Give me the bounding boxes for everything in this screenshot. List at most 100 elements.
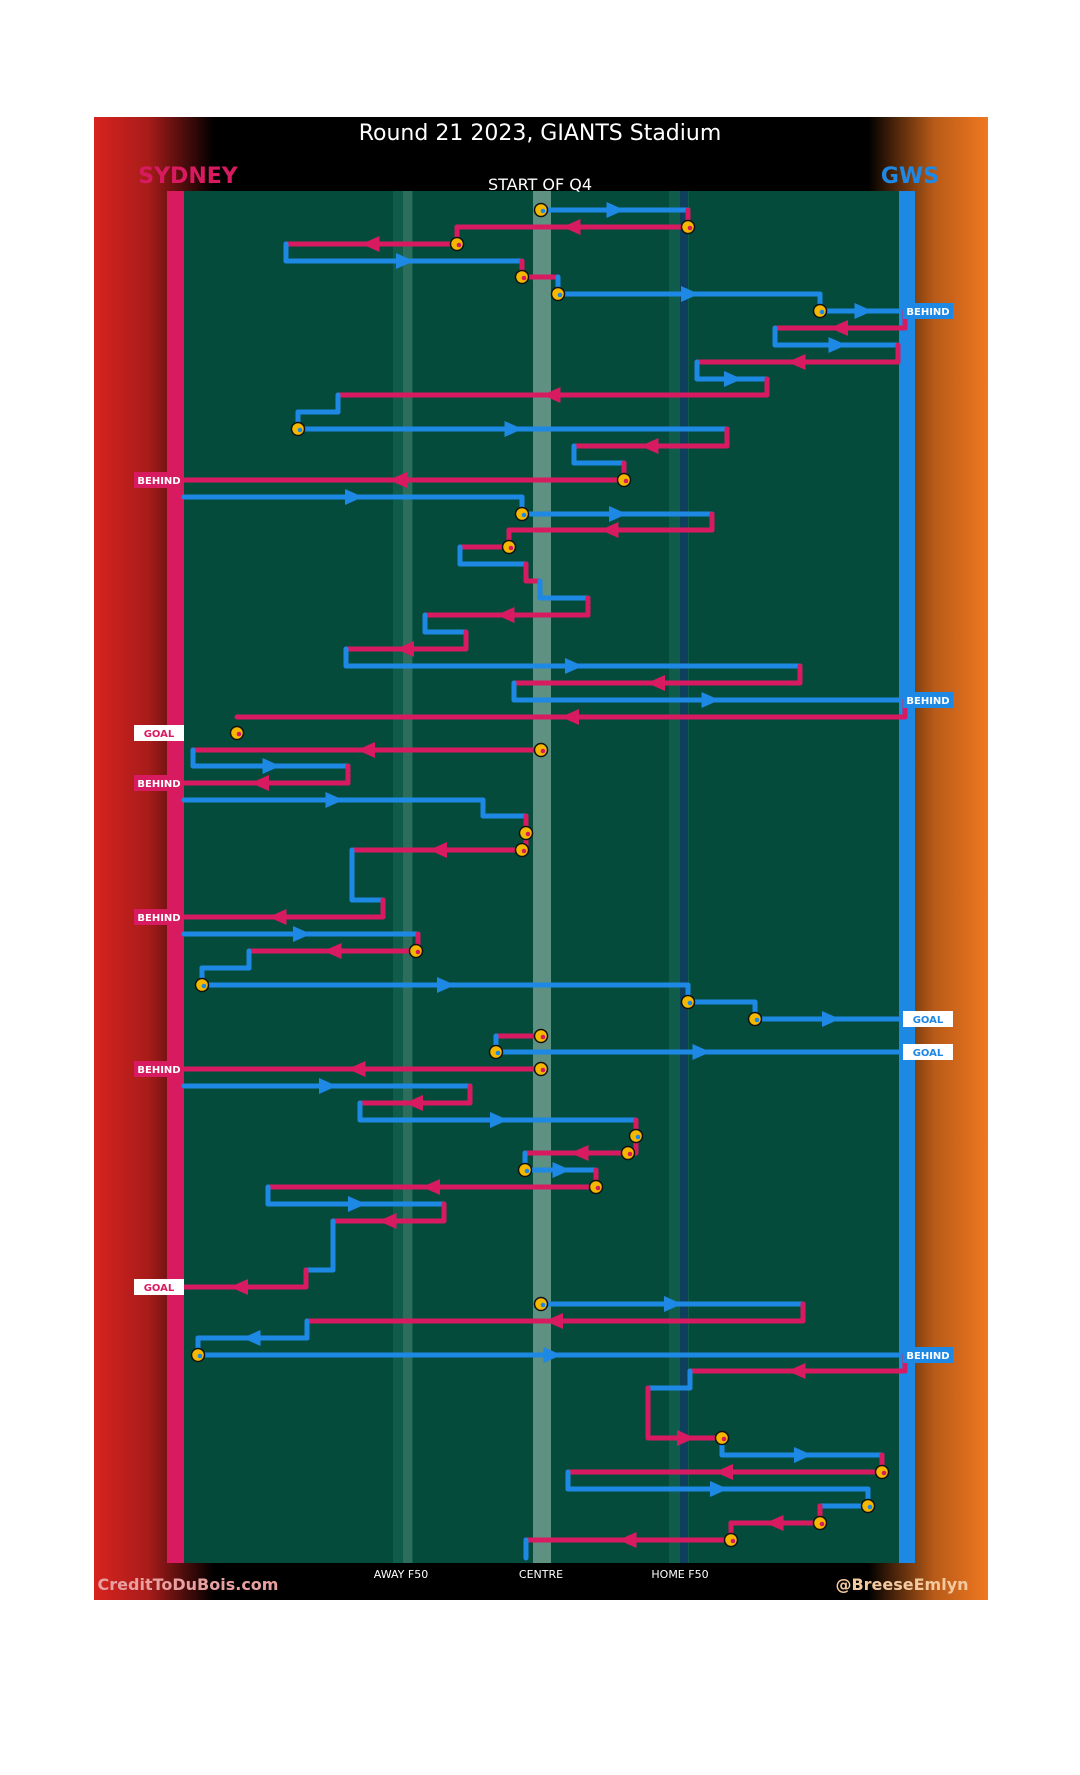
outcome-tag-goal: GOAL bbox=[903, 1044, 953, 1060]
gws-direction-arrow bbox=[262, 758, 281, 774]
sydney-direction-arrow bbox=[647, 675, 665, 691]
turnover-marker-core bbox=[540, 1302, 546, 1308]
outcome-tag-box bbox=[134, 1061, 184, 1077]
outcome-tag-box bbox=[134, 775, 184, 791]
sydney-direction-arrow bbox=[230, 1279, 248, 1295]
turnover-marker-core bbox=[236, 731, 242, 737]
sydney-direction-arrow bbox=[323, 943, 342, 959]
gws-direction-arrow bbox=[794, 1447, 812, 1463]
sydney-direction-arrow bbox=[496, 607, 515, 623]
outcome-tag-box bbox=[134, 472, 184, 488]
outcome-tag-goal: GOAL bbox=[134, 1279, 184, 1295]
turnover-marker-core bbox=[687, 1000, 693, 1006]
sydney-direction-arrow bbox=[268, 909, 287, 925]
gws-direction-arrow bbox=[854, 303, 873, 319]
outcome-tag-behind: BEHIND bbox=[134, 1061, 184, 1077]
outcome-tag-behind: BEHIND bbox=[134, 472, 184, 488]
outcome-tag-behind: BEHIND bbox=[134, 909, 184, 925]
outcome-tag-box bbox=[903, 692, 953, 708]
gws-direction-arrow bbox=[543, 1347, 562, 1363]
gws-direction-arrow bbox=[396, 253, 414, 269]
outcome-tag-label: BEHIND bbox=[906, 307, 949, 318]
sydney-direction-arrow bbox=[396, 641, 414, 657]
sydney-direction-arrow bbox=[787, 1363, 806, 1379]
sydney-direction-arrow bbox=[618, 1532, 637, 1548]
credit-left: CreditToDuBois.com bbox=[98, 1575, 279, 1594]
sydney-direction-arrow bbox=[677, 1430, 695, 1446]
outcome-tag-box bbox=[903, 1044, 953, 1060]
outcome-tag-box bbox=[134, 725, 184, 741]
sydney-team-name: SYDNEY bbox=[138, 164, 238, 189]
sydney-direction-arrow bbox=[389, 472, 407, 488]
turnover-marker-core bbox=[635, 1134, 641, 1140]
gws-direction-arrow bbox=[348, 1196, 366, 1212]
gws-direction-arrow bbox=[504, 421, 523, 437]
turnover-marker-core bbox=[415, 949, 421, 955]
sydney-direction-arrow bbox=[562, 219, 581, 235]
outcome-tag-behind: BEHIND bbox=[903, 303, 953, 319]
credit-right: @BreeseEmlyn bbox=[835, 1575, 968, 1594]
turnover-marker-core bbox=[721, 1436, 727, 1442]
gws-direction-arrow bbox=[664, 1296, 682, 1312]
turnover-marker-core bbox=[201, 983, 207, 989]
gws-direction-arrow bbox=[692, 1044, 711, 1060]
outcome-tag-label: GOAL bbox=[144, 729, 175, 740]
gws-direction-arrow bbox=[552, 1162, 571, 1178]
sydney-direction-arrow bbox=[570, 1145, 589, 1161]
turnover-marker-core bbox=[881, 1470, 887, 1476]
outcome-tag-behind: BEHIND bbox=[134, 775, 184, 791]
sydney-direction-arrow bbox=[542, 387, 561, 403]
outcome-tag-box bbox=[903, 1347, 953, 1363]
gws-direction-arrow bbox=[437, 977, 455, 993]
sydney-direction-arrow bbox=[545, 1313, 563, 1329]
sydney-direction-arrow bbox=[600, 522, 619, 538]
turnover-marker-core bbox=[456, 242, 462, 248]
home-f50-line bbox=[680, 191, 688, 1563]
turnover-marker-core bbox=[508, 545, 514, 551]
turnover-marker-core bbox=[521, 848, 527, 854]
turnover-marker-core bbox=[495, 1050, 501, 1056]
turnover-marker-core bbox=[297, 427, 303, 433]
turnover-marker-core bbox=[540, 208, 546, 214]
gws-direction-arrow bbox=[609, 506, 627, 522]
turnover-marker-core bbox=[730, 1538, 736, 1544]
gws-direction-arrow bbox=[325, 792, 344, 808]
gws-direction-arrow bbox=[828, 337, 847, 353]
outcome-tag-goal: GOAL bbox=[903, 1011, 953, 1027]
sydney-direction-arrow bbox=[429, 842, 447, 858]
gws-direction-arrow bbox=[490, 1112, 508, 1128]
turnover-marker-core bbox=[197, 1353, 203, 1359]
outcome-tag-behind: BEHIND bbox=[903, 1347, 953, 1363]
outcome-tag-box bbox=[134, 1279, 184, 1295]
turnover-marker-core bbox=[867, 1504, 873, 1510]
turnover-marker-core bbox=[819, 1521, 825, 1527]
outcome-tag-label: BEHIND bbox=[137, 476, 180, 487]
sydney-direction-arrow bbox=[830, 320, 848, 336]
axis-label-centre: CENTRE bbox=[519, 1568, 563, 1581]
outcome-tag-label: GOAL bbox=[913, 1048, 944, 1059]
axis-label-away-f50: AWAY F50 bbox=[374, 1568, 428, 1581]
outcome-tag-label: BEHIND bbox=[137, 913, 180, 924]
turnover-marker-core bbox=[819, 309, 825, 315]
quarter-label: START OF Q4 bbox=[488, 175, 592, 194]
outcome-tag-label: BEHIND bbox=[137, 779, 180, 790]
turnover-marker-core bbox=[627, 1151, 633, 1157]
sydney-direction-arrow bbox=[561, 709, 579, 725]
turnover-marker-core bbox=[623, 478, 629, 484]
outcome-tag-label: GOAL bbox=[913, 1015, 944, 1026]
sydney-direction-arrow bbox=[640, 438, 659, 454]
outcome-tag-box bbox=[134, 909, 184, 925]
outcome-tag-box bbox=[903, 303, 953, 319]
outcome-tag-label: BEHIND bbox=[906, 1351, 949, 1362]
sydney-direction-arrow bbox=[405, 1095, 423, 1111]
turnover-marker-core bbox=[524, 1168, 530, 1174]
turnover-marker-core bbox=[557, 292, 563, 298]
gws-team-name: GWS bbox=[881, 164, 939, 189]
turnover-marker-core bbox=[521, 275, 527, 281]
turnover-marker-core bbox=[687, 225, 693, 231]
sydney-direction-arrow bbox=[378, 1213, 397, 1229]
turnover-marker-core bbox=[540, 1034, 546, 1040]
axis-label-home-f50: HOME F50 bbox=[651, 1568, 708, 1581]
gws-direction-arrow bbox=[710, 1481, 728, 1497]
gws-direction-arrow bbox=[565, 658, 583, 674]
